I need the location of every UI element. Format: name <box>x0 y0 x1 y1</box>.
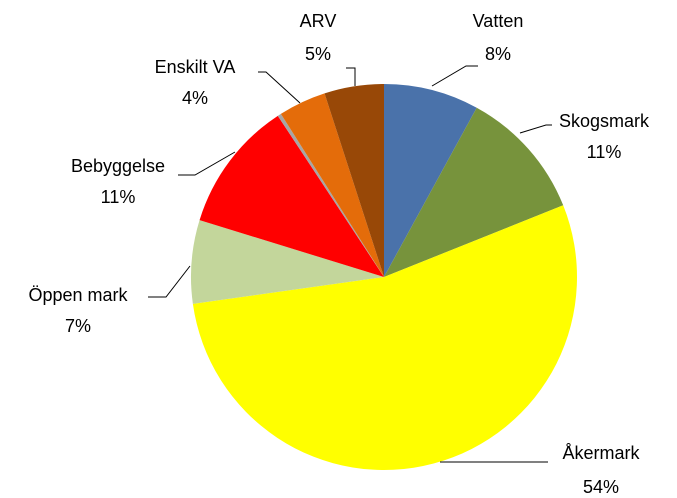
leader-line <box>519 124 552 134</box>
value-label: 11% <box>101 187 136 207</box>
pie-slice <box>384 107 564 277</box>
leader-line <box>178 151 236 176</box>
value-label: 5% <box>305 44 331 64</box>
slice-label: Bebyggelse <box>71 156 165 176</box>
leader-line <box>148 265 191 298</box>
slice-label: ARV <box>300 11 337 31</box>
slice-label: Skogsmark <box>559 111 650 131</box>
pie-slice <box>277 113 384 278</box>
value-label: 7% <box>65 316 91 336</box>
pie-slice <box>324 84 384 277</box>
leader-line <box>431 65 478 87</box>
slice-label: Enskilt VA <box>155 57 236 77</box>
pie-slice <box>199 115 384 277</box>
leader-line <box>346 67 356 86</box>
slice-label: Åkermark <box>562 443 640 463</box>
pie-slice <box>190 220 384 304</box>
pie-slice <box>384 84 477 277</box>
value-label: 8% <box>485 44 511 64</box>
pie-slice <box>280 93 384 277</box>
value-label: 11% <box>587 142 622 162</box>
slice-label: Öppen mark <box>28 285 128 305</box>
value-label: 54% <box>583 477 619 497</box>
pie-slice <box>192 205 578 471</box>
value-label: 4% <box>182 88 208 108</box>
leader-line <box>258 71 301 104</box>
slice-label: Vatten <box>473 11 524 31</box>
